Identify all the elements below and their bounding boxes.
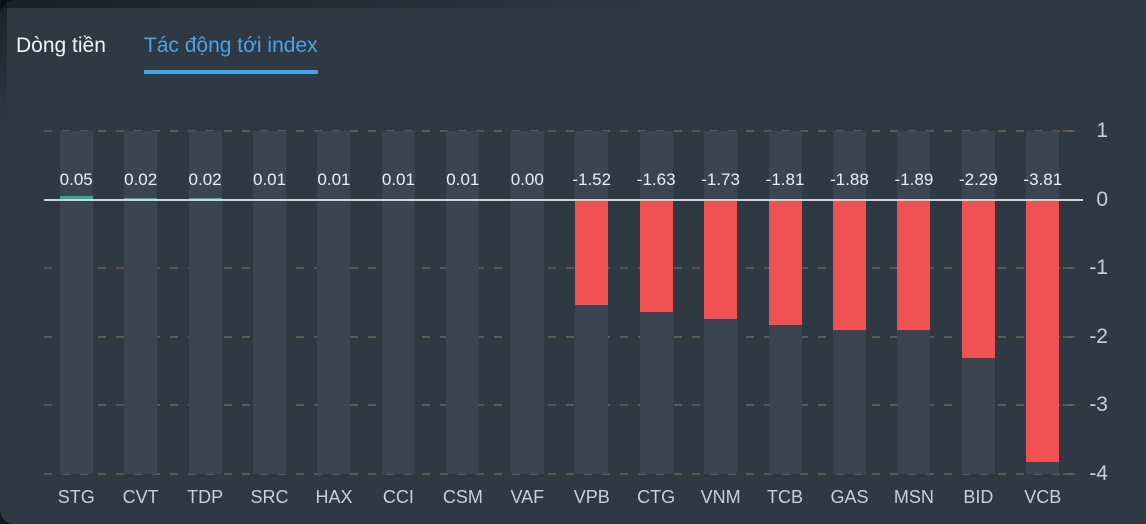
value-label-hax: 0.01	[317, 169, 351, 189]
y-axis-label--2: -2	[1089, 324, 1108, 348]
y-tick--2	[1063, 335, 1073, 338]
zero-line	[44, 198, 1075, 201]
gridline-y1	[44, 130, 1075, 132]
tab-dong-tien[interactable]: Dòng tiền	[16, 34, 106, 57]
value-label-ctg: -1.63	[636, 169, 676, 189]
y-tick--1	[1063, 267, 1073, 270]
gridline-y-3	[44, 404, 1075, 407]
category-label-csm: CSM	[442, 487, 483, 507]
value-label-csm: 0.01	[446, 169, 480, 189]
y-axis: 1 0 -1 -2 -3 -4	[1063, 119, 1108, 485]
y-axis-label--3: -3	[1089, 393, 1108, 417]
bar-vnm[interactable]	[704, 200, 738, 320]
y-axis-label-0: 0	[1096, 187, 1108, 211]
value-label-stg: 0.05	[59, 169, 93, 189]
value-label-bid: -2.29	[958, 169, 998, 189]
bar-tcb[interactable]	[768, 200, 802, 325]
value-label-vnm: -1.73	[701, 169, 740, 189]
chart-plot: 0.05 0.02 0.02 0.01 0.01 0.01 0.01 0.00 -1.52 -1.…	[44, 130, 1075, 475]
bar-bid[interactable]	[961, 200, 995, 358]
tab-bar: Dòng tiền Tác động tới index	[16, 33, 318, 74]
value-label-cvt: 0.02	[124, 169, 158, 189]
column-band-cvt	[124, 131, 158, 474]
value-label-vpb: -1.52	[572, 169, 612, 189]
bar-vcb[interactable]	[1026, 200, 1060, 462]
column-band-cci	[381, 131, 415, 474]
category-label-cci: CCI	[382, 487, 414, 507]
column-band-vaf	[510, 131, 544, 474]
bar-ctg[interactable]	[639, 200, 673, 313]
category-label-bid: BID	[963, 487, 994, 507]
top-edge-shadow	[0, 0, 803, 8]
value-label-gas: -1.88	[830, 169, 869, 189]
column-band-hax	[317, 131, 351, 474]
category-label-msn: MSN	[893, 487, 934, 507]
gridline-y-4	[44, 473, 1075, 475]
value-label-vaf: 0.00	[510, 169, 544, 189]
column-band-csm	[446, 131, 480, 474]
category-label-gas: GAS	[830, 487, 869, 507]
value-label-tdp: 0.02	[188, 169, 222, 189]
y-axis-label--1: -1	[1089, 256, 1108, 280]
gridline-y-2	[44, 335, 1075, 338]
bar-stg[interactable]	[59, 196, 93, 200]
y-tick--4	[1063, 473, 1073, 475]
value-label-cci: 0.01	[381, 169, 415, 189]
category-label-vaf: VAF	[510, 487, 545, 507]
column-band-tdp	[188, 131, 222, 474]
gridline-y-1	[44, 267, 1075, 270]
category-label-hax: HAX	[315, 487, 353, 507]
left-edge-shadow	[0, 0, 7, 140]
tab-tac-dong-toi-index[interactable]: Tác động tới index	[143, 33, 318, 74]
category-label-ctg: CTG	[637, 487, 676, 507]
x-axis-labels: STG CVT TDP SRC HAX CCI CSM VAF VPB CTG VNM TCB GAS M…	[44, 487, 1075, 508]
y-tick-1	[1063, 130, 1073, 132]
y-axis-label--4: -4	[1089, 462, 1108, 485]
y-tick--3	[1063, 404, 1073, 407]
value-label-src: 0.01	[252, 169, 287, 189]
column-band-src	[253, 131, 287, 474]
category-label-stg: STG	[57, 487, 95, 507]
y-axis-label-1: 1	[1096, 119, 1108, 142]
category-label-vcb: VCB	[1024, 487, 1062, 507]
category-label-vnm: VNM	[700, 487, 741, 507]
value-label-tcb: -1.81	[765, 169, 805, 189]
category-label-cvt: CVT	[122, 487, 159, 507]
column-band-stg	[59, 131, 93, 474]
bar-vpb[interactable]	[575, 200, 609, 305]
category-label-src: SRC	[250, 487, 289, 507]
category-label-tdp: TDP	[187, 487, 224, 507]
value-label-vcb: -3.81	[1023, 169, 1063, 189]
value-label-msn: -1.89	[894, 169, 934, 189]
category-label-vpb: VPB	[573, 487, 610, 507]
bar-gas[interactable]	[832, 200, 866, 330]
bar-msn[interactable]	[897, 200, 931, 331]
category-label-tcb: TCB	[767, 487, 804, 507]
